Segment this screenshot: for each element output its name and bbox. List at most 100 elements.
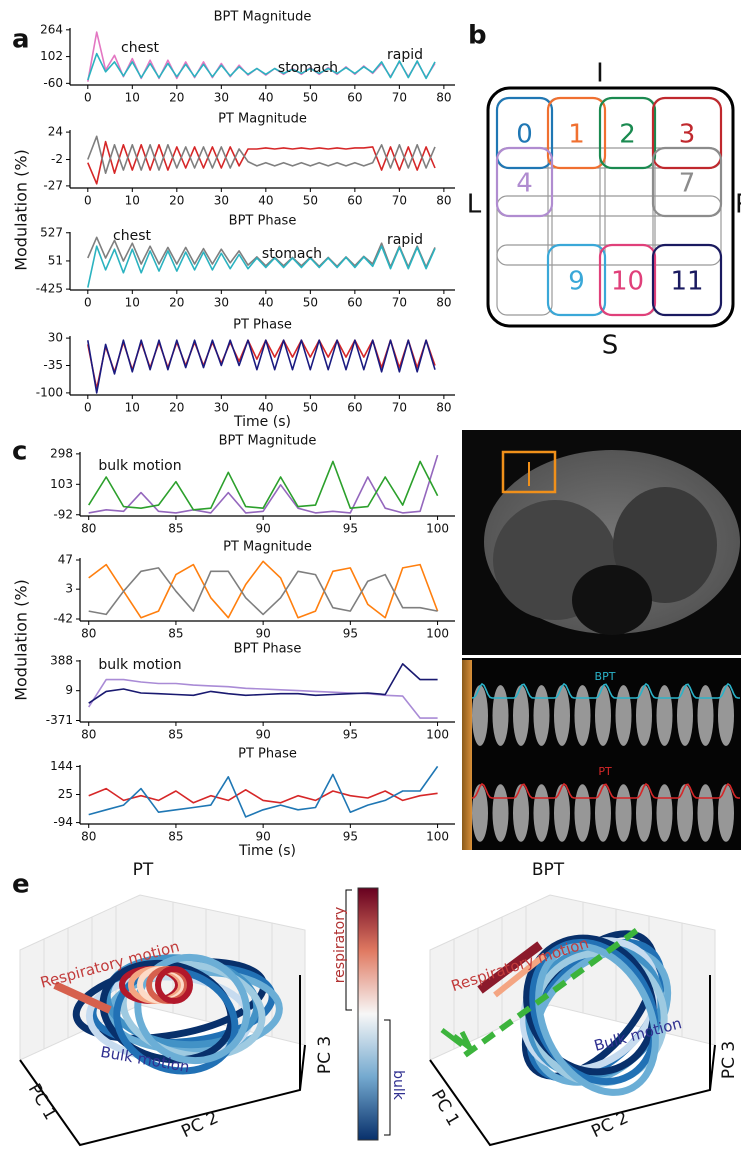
line-series: [88, 560, 439, 619]
y-axis-label: Modulation (%): [12, 149, 31, 271]
panel-label: b: [468, 21, 487, 51]
x-tick-label: 90: [255, 728, 270, 742]
axis-label: PC 3: [315, 1036, 335, 1074]
x-tick-label: 30: [214, 296, 229, 310]
trajectory: [535, 942, 659, 1096]
panel-label: e: [12, 870, 30, 900]
strip-blob: [472, 784, 488, 842]
chart-title: BPT Magnitude: [219, 434, 317, 449]
strip-trace: [471, 682, 740, 699]
direction-arrow: [440, 1028, 473, 1050]
x-tick-label: 70: [392, 401, 407, 415]
y-tick-label: 51: [48, 253, 63, 267]
x-tick-label: 40: [258, 296, 273, 310]
y-tick-label: 47: [58, 552, 73, 566]
direction-label: L: [467, 190, 482, 220]
x-tick-label: 80: [81, 627, 96, 641]
x-tick-label: 85: [168, 728, 183, 742]
strip-blob: [615, 784, 632, 842]
coil: [651, 146, 723, 218]
annotation: chest: [121, 40, 159, 56]
colorbar: [357, 887, 379, 1141]
strip-blob: [533, 784, 550, 842]
annotation: bulk motion: [98, 458, 181, 474]
x-tick-label: 30: [214, 194, 229, 208]
strip-blob: [533, 685, 550, 746]
axis-edge: [429, 975, 716, 1147]
x-tick-label: 60: [347, 296, 362, 310]
strip-blob: [554, 784, 570, 842]
coil: [598, 96, 657, 170]
x-tick-label: 30: [214, 401, 229, 415]
x-tick-label: 60: [347, 194, 362, 208]
coil-outline: [496, 195, 722, 217]
x-tick-label: 80: [436, 401, 451, 415]
y-tick-label: -371: [46, 713, 73, 727]
y-tick-label: -92: [53, 507, 73, 521]
strip-blob: [697, 685, 714, 746]
annotation: rapid: [387, 47, 423, 63]
x-tick-label: 70: [392, 296, 407, 310]
x-tick-label: 80: [81, 728, 96, 742]
coil-label: 4: [516, 169, 533, 199]
y-tick-label: 298: [50, 446, 73, 460]
x-tick-label: 40: [258, 91, 273, 105]
coil-label: 9: [568, 267, 585, 297]
axis-label: PC 1: [24, 1080, 60, 1123]
direction-label: R: [735, 190, 741, 220]
trajectory: [99, 959, 235, 1064]
x-tick-label: 95: [343, 522, 358, 536]
y-tick-label: 388: [50, 653, 73, 667]
pca-title: BPT: [532, 860, 565, 880]
strip-blob: [554, 685, 570, 746]
coil-label: 10: [611, 267, 644, 297]
trajectory: [529, 938, 659, 1086]
annotation: bulk motion: [98, 657, 181, 673]
y-tick-label: 3: [65, 582, 73, 596]
y-tick-label: -2: [51, 152, 63, 166]
direction-line: [463, 925, 642, 1058]
x-tick-label: 0: [84, 91, 92, 105]
coil-label: 2: [619, 120, 636, 150]
strip-blob: [513, 685, 529, 746]
trace-label: PT: [598, 765, 612, 778]
x-tick-label: 0: [84, 296, 92, 310]
strip-blob: [636, 685, 652, 746]
y-tick-label: 30: [48, 331, 63, 345]
x-tick-label: 80: [436, 194, 451, 208]
coil-label: 11: [670, 267, 703, 297]
direction-label: S: [602, 331, 619, 361]
y-tick-label: -27: [43, 178, 63, 192]
coil: [495, 146, 554, 218]
line-series: [88, 454, 439, 514]
annotation: stomach: [278, 60, 338, 76]
x-tick-label: 60: [347, 401, 362, 415]
trajectory: [477, 941, 543, 994]
strip-trace: [471, 782, 740, 799]
x-tick-label: 85: [168, 522, 183, 536]
y-tick-label: -42: [53, 612, 73, 626]
strip-blob: [492, 784, 509, 842]
strip-blob: [636, 784, 652, 842]
trajectory: [521, 930, 659, 1080]
x-axis-label: Time (s): [238, 843, 296, 859]
x-tick-label: 50: [303, 91, 318, 105]
line-series: [87, 52, 436, 81]
y-tick-label: 527: [40, 225, 63, 239]
axis-label: PC 2: [588, 1108, 631, 1142]
strip-blob: [513, 784, 529, 842]
y-tick-label: -60: [43, 76, 63, 90]
x-tick-label: 20: [169, 194, 184, 208]
x-tick-label: 80: [81, 830, 96, 844]
trajectory: [523, 934, 657, 1076]
axis-label: PC 3: [719, 1041, 739, 1079]
coil-outline: [496, 244, 722, 266]
x-tick-label: 95: [343, 627, 358, 641]
coil-label: 7: [679, 169, 696, 199]
x-tick-label: 10: [125, 296, 140, 310]
mri-image: [462, 430, 741, 850]
x-tick-label: 0: [84, 401, 92, 415]
line-series: [88, 567, 438, 616]
line-series: [87, 245, 436, 288]
